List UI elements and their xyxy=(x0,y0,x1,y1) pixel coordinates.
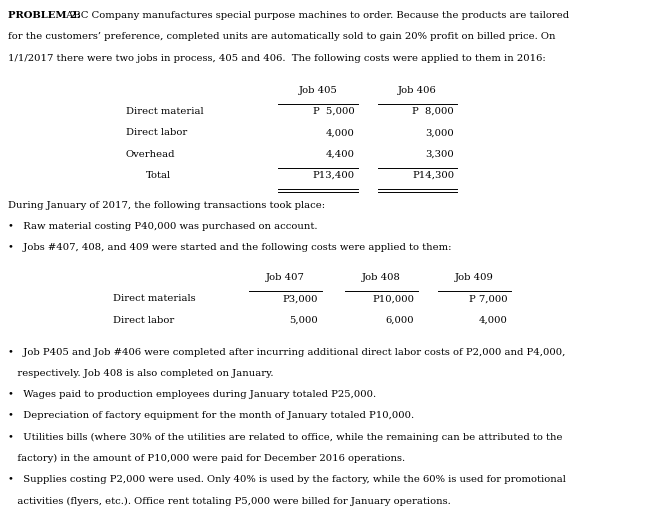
Text: PROBLEM 2:: PROBLEM 2: xyxy=(8,11,80,20)
Text: P10,000: P10,000 xyxy=(373,295,414,303)
Text: ABC Company manufactures special purpose machines to order. Because the products: ABC Company manufactures special purpose… xyxy=(63,11,569,20)
Text: respectively. Job 408 is also completed on January.: respectively. Job 408 is also completed … xyxy=(8,369,273,378)
Text: factory) in the amount of P10,000 were paid for December 2016 operations.: factory) in the amount of P10,000 were p… xyxy=(8,454,405,463)
Text: Direct material: Direct material xyxy=(126,107,204,116)
Text: activities (flyers, etc.). Office rent totaling P5,000 were billed for January o: activities (flyers, etc.). Office rent t… xyxy=(8,497,451,506)
Text: •   Wages paid to production employees during January totaled P25,000.: • Wages paid to production employees dur… xyxy=(8,390,376,399)
Text: Job 407: Job 407 xyxy=(266,273,304,282)
Text: •   Supplies costing P2,000 were used. Only 40% is used by the factory, while th: • Supplies costing P2,000 were used. Onl… xyxy=(8,476,566,484)
Text: Direct materials: Direct materials xyxy=(113,295,196,303)
Text: 4,000: 4,000 xyxy=(478,316,507,324)
Text: •   Jobs #407, 408, and 409 were started and the following costs were applied to: • Jobs #407, 408, and 409 were started a… xyxy=(8,243,452,252)
Text: 6,000: 6,000 xyxy=(386,316,414,324)
Text: •   Raw material costing P40,000 was purchased on account.: • Raw material costing P40,000 was purch… xyxy=(8,222,318,231)
Text: Direct labor: Direct labor xyxy=(126,128,187,137)
Text: P  5,000: P 5,000 xyxy=(313,107,355,116)
Text: 4,000: 4,000 xyxy=(326,128,355,137)
Text: 4,400: 4,400 xyxy=(326,150,355,159)
Text: 3,300: 3,300 xyxy=(426,150,454,159)
Text: •   Utilities bills (where 30% of the utilities are related to office, while the: • Utilities bills (where 30% of the util… xyxy=(8,433,562,442)
Text: P3,000: P3,000 xyxy=(282,295,318,303)
Text: Direct labor: Direct labor xyxy=(113,316,174,324)
Text: •   Depreciation of factory equipment for the month of January totaled P10,000.: • Depreciation of factory equipment for … xyxy=(8,412,414,420)
Text: for the customers’ preference, completed units are automatically sold to gain 20: for the customers’ preference, completed… xyxy=(8,32,556,42)
Text: 1/1/2017 there were two jobs in process, 405 and 406.  The following costs were : 1/1/2017 there were two jobs in process,… xyxy=(8,54,546,63)
Text: P 7,000: P 7,000 xyxy=(469,295,507,303)
Text: Job 405: Job 405 xyxy=(299,86,337,95)
Text: During January of 2017, the following transactions took place:: During January of 2017, the following tr… xyxy=(8,201,325,210)
Text: 3,000: 3,000 xyxy=(426,128,454,137)
Text: P13,400: P13,400 xyxy=(312,171,355,180)
Text: P14,300: P14,300 xyxy=(412,171,454,180)
Text: Job 408: Job 408 xyxy=(362,273,400,282)
Text: 5,000: 5,000 xyxy=(290,316,318,324)
Text: P  8,000: P 8,000 xyxy=(412,107,454,116)
Text: Overhead: Overhead xyxy=(126,150,176,159)
Text: •   Job P405 and Job #406 were completed after incurring additional direct labor: • Job P405 and Job #406 were completed a… xyxy=(8,348,566,356)
Text: Total: Total xyxy=(146,171,171,180)
Text: Job 406: Job 406 xyxy=(398,86,437,95)
Text: Job 409: Job 409 xyxy=(455,273,493,282)
